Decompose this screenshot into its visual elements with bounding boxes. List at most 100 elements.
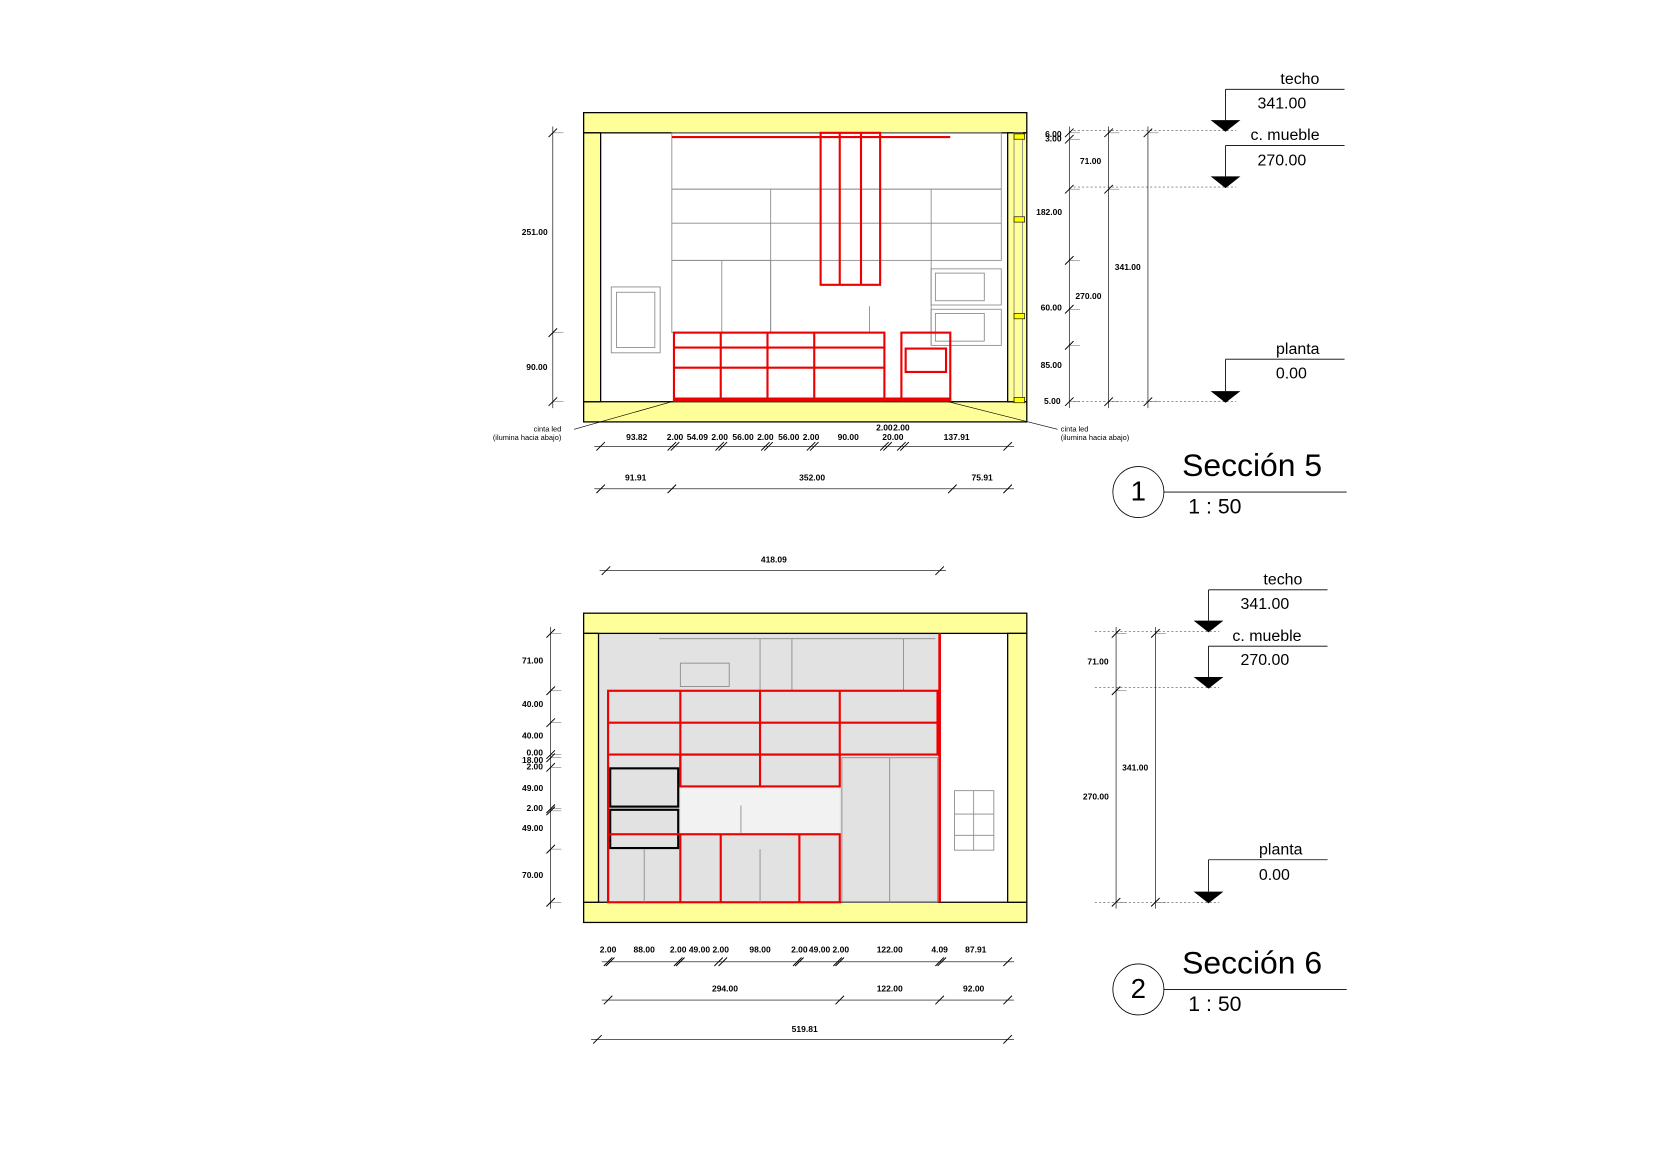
dimension-label: 71.00 (1087, 656, 1109, 666)
section-number: 1 (1131, 475, 1146, 506)
note-text: (ilumina hacia abajo) (1061, 433, 1130, 442)
dimension-label: 2.00 (670, 944, 687, 954)
section-scale: 1 : 50 (1188, 992, 1241, 1016)
dimension-line (935, 995, 945, 1005)
dimension-line (763, 441, 774, 451)
dimension-label: 71.00 (522, 655, 544, 665)
dimension-label: 2.00 (833, 944, 850, 954)
dimension-line (667, 484, 677, 494)
dimension-label: 2.00 (876, 423, 893, 433)
dimension-line (596, 441, 606, 451)
dimension-label: 49.00 (689, 944, 711, 954)
level-name: techo (1280, 71, 1319, 88)
section-title: Sección 6 (1182, 944, 1322, 980)
level-marker (1210, 391, 1241, 403)
level-value: 0.00 (1276, 365, 1307, 382)
dimension-label: 270.00 (1075, 291, 1101, 301)
dimension-label: 85.00 (1041, 360, 1063, 370)
level-value: 341.00 (1257, 95, 1306, 112)
dimension-label: 519.81 (792, 1024, 818, 1034)
level-value: 0.00 (1259, 867, 1290, 884)
dimension-line (833, 957, 843, 967)
dimension-label: 418.09 (761, 554, 787, 564)
dimension-line (1064, 255, 1074, 265)
dimension-label: 137.91 (944, 432, 970, 442)
dimension-line (596, 484, 606, 494)
dimension-label: 341.00 (1122, 763, 1148, 773)
dimension-label: 49.00 (522, 823, 544, 833)
dimension-label: 88.00 (634, 944, 656, 954)
dimension-line (667, 441, 677, 451)
dimension-line (899, 441, 910, 451)
dimension-line (1003, 957, 1013, 967)
dimension-label: 75.91 (972, 472, 994, 482)
dimension-line (835, 995, 845, 1005)
dimension-line (718, 957, 728, 967)
dimension-line (806, 441, 816, 451)
dimension-line (601, 566, 611, 576)
dimension-line (882, 441, 893, 451)
dimension-label: 2.00 (526, 762, 543, 772)
dimension-label: 90.00 (838, 432, 860, 442)
dimension-line (603, 957, 613, 967)
dimension-label: 93.82 (626, 432, 648, 442)
dimension-label: 87.91 (965, 944, 987, 954)
level-name: c. mueble (1232, 628, 1301, 645)
level-name: planta (1259, 841, 1303, 858)
dimension-label: 90.00 (526, 362, 548, 372)
level-marker (1193, 891, 1224, 904)
level-name: c. mueble (1250, 127, 1319, 144)
dimension-label: 98.00 (749, 944, 771, 954)
dimension-label: 60.00 (1041, 302, 1063, 312)
dimension-label: 352.00 (799, 472, 825, 482)
dimension-line (947, 484, 957, 494)
level-marker (1210, 176, 1241, 189)
dimension-label: 71.00 (1080, 156, 1102, 166)
dimension-label: 0.00 (526, 748, 543, 758)
dimension-line (1064, 397, 1074, 407)
dimension-line (835, 957, 845, 967)
dimension-label: 2.00 (667, 432, 684, 442)
dimension-line (1064, 134, 1074, 144)
dimension-line (896, 441, 906, 451)
dimension-label: 40.00 (522, 699, 544, 709)
dimension-label: 40.00 (522, 731, 544, 741)
dimension-label: 4.09 (931, 944, 948, 954)
dimension-label: 270.00 (1083, 791, 1109, 801)
dimension-label: 18.00 (522, 755, 544, 765)
level-value: 270.00 (1257, 153, 1306, 170)
dimension-label: 251.00 (522, 227, 548, 237)
dimension-line (1064, 340, 1074, 350)
dimension-label: 49.00 (522, 783, 544, 793)
dimension-label: 122.00 (877, 944, 903, 954)
dimension-label: 56.00 (732, 432, 754, 442)
dimension-label: 5.00 (1044, 396, 1061, 406)
note-text: cinta led (1061, 424, 1089, 433)
dimension-label: 2.00 (893, 423, 910, 433)
dimension-label: 20.00 (882, 432, 904, 442)
dimension-label: 91.91 (625, 472, 647, 482)
dimension-label: 2.00 (600, 944, 617, 954)
dimension-line (935, 957, 945, 967)
dimension-label: 2.00 (526, 803, 543, 813)
dimension-label: 2.00 (712, 944, 729, 954)
level-value: 270.00 (1240, 652, 1289, 669)
dimension-line (760, 441, 770, 451)
dimension-line (1003, 484, 1013, 494)
dimension-line (675, 957, 685, 967)
dimension-label: 2.00 (711, 432, 728, 442)
dimension-line (794, 957, 804, 967)
dimension-label: 56.00 (778, 432, 800, 442)
dimension-label: 2.00 (757, 432, 774, 442)
section-title: Sección 5 (1182, 447, 1322, 483)
dimension-line (673, 957, 683, 967)
section-5-elevation (573, 112, 1058, 430)
dimension-line (1003, 1034, 1013, 1044)
level-marker (1210, 120, 1241, 132)
level-marker (1193, 620, 1224, 633)
dimension-line (1064, 184, 1074, 194)
dimension-line (603, 995, 613, 1005)
level-name: techo (1263, 571, 1302, 588)
section-6-elevation (582, 612, 1028, 924)
